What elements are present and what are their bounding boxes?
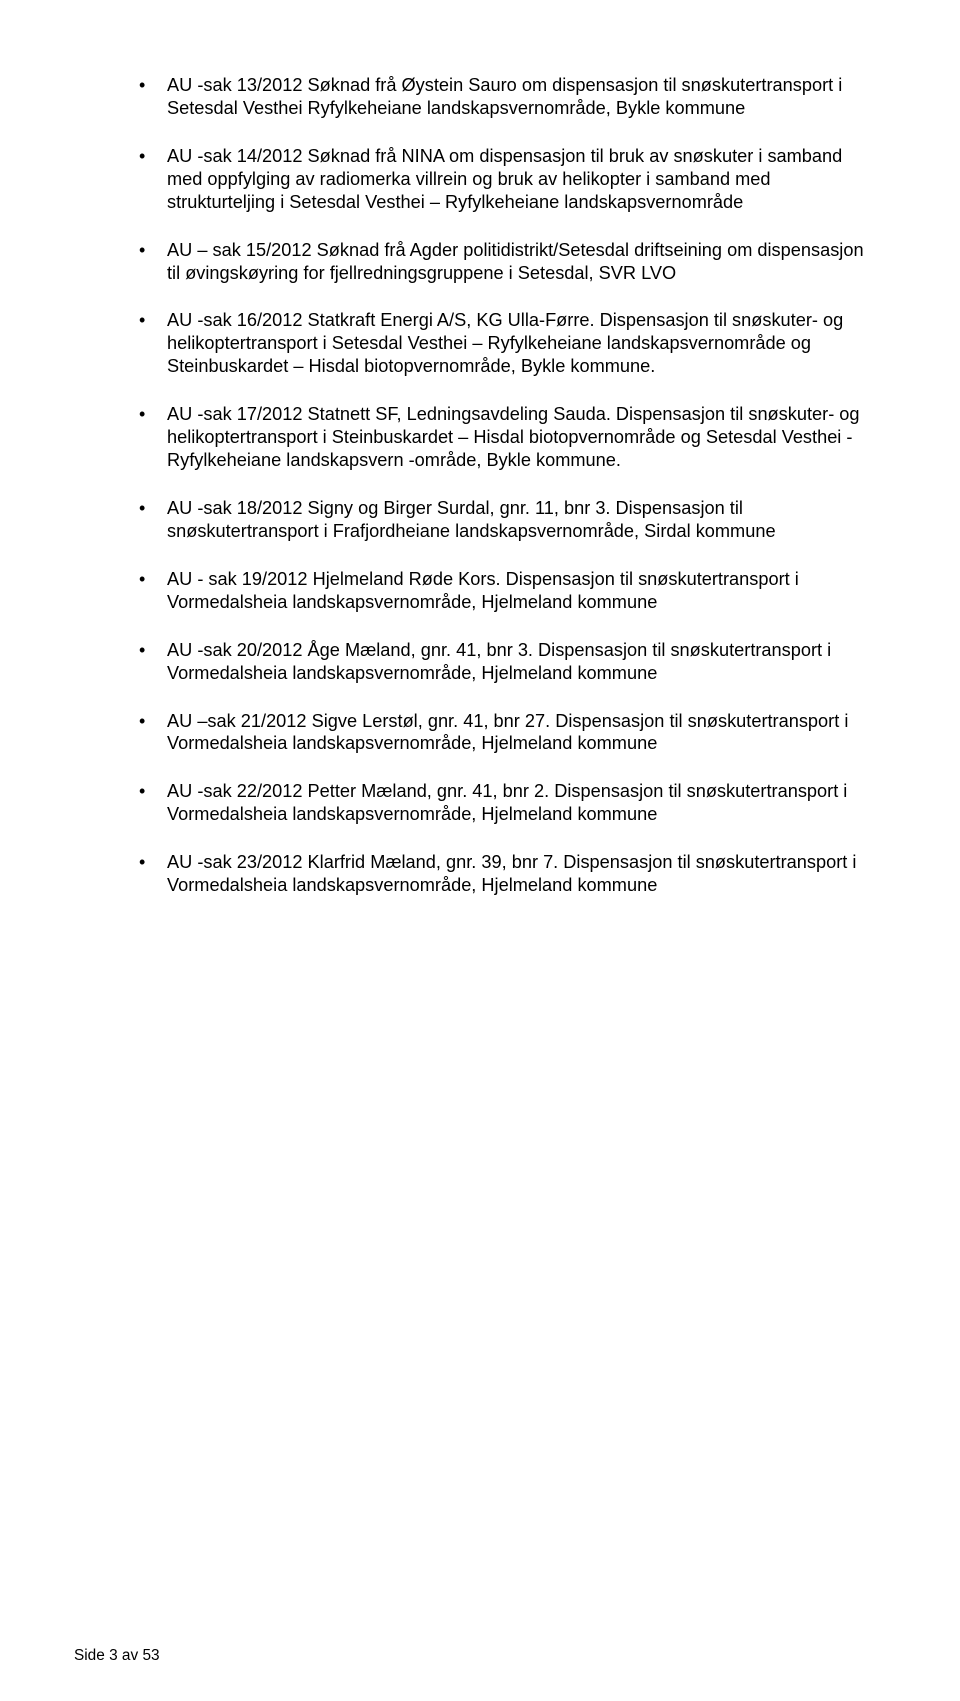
list-item: AU - sak 19/2012 Hjelmeland Røde Kors. D… [137,568,866,614]
document-page: AU -sak 13/2012 Søknad frå Øystein Sauro… [0,0,960,1701]
list-item: AU -sak 14/2012 Søknad frå NINA om dispe… [137,145,866,214]
list-item: AU – sak 15/2012 Søknad frå Agder politi… [137,239,866,285]
list-item: AU -sak 23/2012 Klarfrid Mæland, gnr. 39… [137,851,866,897]
page-footer: Side 3 av 53 [74,1647,160,1665]
list-item: AU -sak 18/2012 Signy og Birger Surdal, … [137,497,866,543]
list-item: AU -sak 22/2012 Petter Mæland, gnr. 41, … [137,780,866,826]
list-item: AU -sak 20/2012 Åge Mæland, gnr. 41, bnr… [137,639,866,685]
case-list: AU -sak 13/2012 Søknad frå Øystein Sauro… [137,74,866,897]
list-item: AU -sak 16/2012 Statkraft Energi A/S, KG… [137,309,866,378]
list-item: AU -sak 13/2012 Søknad frå Øystein Sauro… [137,74,866,120]
list-item: AU –sak 21/2012 Sigve Lerstøl, gnr. 41, … [137,710,866,756]
list-item: AU -sak 17/2012 Statnett SF, Ledningsavd… [137,403,866,472]
